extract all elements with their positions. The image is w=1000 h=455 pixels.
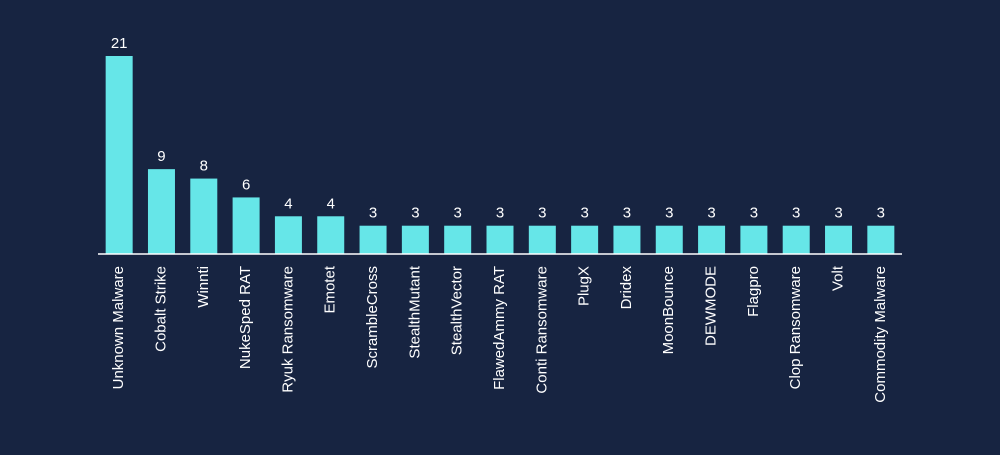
category-label: Volt [829, 265, 846, 291]
value-label: 9 [157, 148, 165, 165]
value-label: 3 [369, 205, 377, 222]
value-label: 3 [454, 205, 462, 222]
category-label: Unknown Malware [110, 266, 127, 389]
bar [825, 225, 853, 254]
bar [147, 169, 175, 254]
bar [401, 225, 429, 254]
value-label: 8 [200, 158, 208, 175]
bar [571, 225, 599, 254]
category-label: ScrambleCross [364, 266, 381, 369]
bar [867, 225, 895, 254]
category-label: Emotet [322, 265, 339, 313]
bar [486, 225, 514, 254]
value-labels-group: 21 9 8 6 4 4 3 3 3 3 3 3 3 3 3 3 3 3 3 [111, 35, 885, 222]
bar [444, 225, 472, 254]
category-label: Winnti [195, 266, 212, 308]
bar [740, 225, 768, 254]
bar [232, 197, 260, 254]
value-label: 3 [496, 205, 504, 222]
value-label: 3 [877, 205, 885, 222]
value-label: 6 [242, 176, 250, 193]
value-label: 3 [623, 205, 631, 222]
value-label: 3 [834, 205, 842, 222]
bar [782, 225, 810, 254]
category-label: Ryuk Ransomware [279, 266, 296, 393]
bar [528, 225, 556, 254]
category-label: DEWMODE [703, 266, 720, 346]
category-label: Commodity Malware [872, 266, 889, 403]
value-label: 4 [327, 195, 335, 212]
bar [317, 216, 345, 254]
category-label: Flagpro [745, 266, 762, 317]
value-label: 4 [284, 195, 292, 212]
bars-group [105, 56, 895, 254]
category-label: FlawedAmmy RAT [491, 266, 508, 390]
category-label: PlugX [576, 266, 593, 306]
bar [190, 178, 218, 254]
category-labels-group: Unknown Malware Cobalt Strike Winnti NukeSp… [110, 265, 889, 403]
value-label: 3 [665, 205, 673, 222]
value-label: 3 [750, 205, 758, 222]
category-label: StealthVector [449, 266, 466, 355]
bar [698, 225, 726, 254]
value-label: 3 [538, 205, 546, 222]
bar [274, 216, 302, 254]
bar [655, 225, 683, 254]
bar [613, 225, 641, 254]
category-label: Conti Ransomware [533, 266, 550, 394]
value-label: 3 [411, 205, 419, 222]
category-label: Cobalt Strike [152, 266, 169, 352]
category-label: StealthMutant [406, 265, 423, 358]
category-label: NukeSped RAT [237, 266, 254, 369]
value-label: 3 [580, 205, 588, 222]
value-label: 3 [707, 205, 715, 222]
category-label: Clop Ransomware [787, 266, 804, 389]
bar [105, 56, 133, 254]
value-label: 3 [792, 205, 800, 222]
category-label: MoonBounce [660, 266, 677, 354]
bar [359, 225, 387, 254]
value-label: 21 [111, 35, 128, 52]
category-label: Dridex [618, 266, 635, 310]
